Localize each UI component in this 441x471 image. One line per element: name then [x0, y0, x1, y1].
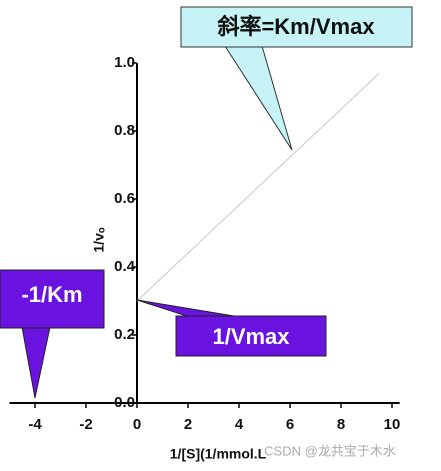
x-tick-label: 10 [384, 416, 401, 433]
x-tick-label: 2 [184, 416, 192, 433]
callout-pointer [136, 299, 241, 318]
line [136, 72, 380, 302]
x-tick-label: 4 [235, 416, 244, 433]
y-axis-label: 1/vₒ [91, 227, 107, 252]
annotation: 斜率=Km/Vmax [216, 14, 375, 39]
y-tick-label: 0.6 [114, 190, 135, 207]
x-tick-label: 6 [286, 416, 294, 433]
callout-box [180, 6, 413, 48]
y-tick-label: 0.2 [114, 326, 135, 343]
x-tick-label: -2 [79, 416, 92, 433]
y-tick-label: 0.8 [114, 122, 135, 139]
watermark: CSDN @龙共宝于木水 [264, 443, 396, 458]
x-tick-label: -4 [28, 416, 42, 433]
x-axis-label: 1/[S](1/mmol.L [170, 446, 267, 462]
annotation: -1/Km [21, 282, 82, 307]
y-tick-label: 1.0 [114, 54, 135, 71]
y-tick-label: 0.4 [114, 258, 136, 275]
callout-box [0, 269, 105, 329]
callout-box [175, 315, 327, 357]
annotation: 1/Vmax [212, 324, 290, 349]
callout-pointer [21, 326, 51, 399]
y-tick-label: 0.0 [114, 394, 135, 411]
callout-pointer [224, 45, 293, 151]
x-tick-label: 0 [133, 416, 141, 433]
x-tick-label: 8 [337, 416, 345, 433]
